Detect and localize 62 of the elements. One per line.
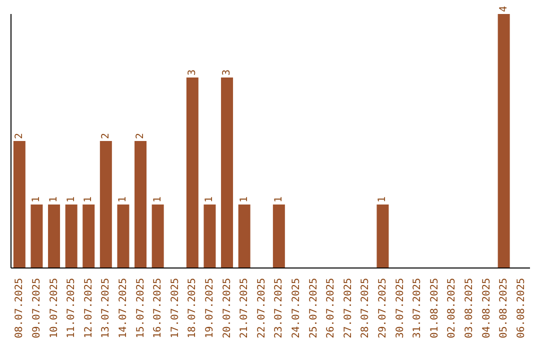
data-label: 1 [152, 196, 164, 202]
x-tick-label: 22.07.2025 [256, 278, 268, 338]
bar [117, 204, 130, 268]
x-tick-label: 13.07.2025 [100, 278, 112, 338]
x-tick-label: 01.08.2025 [429, 278, 440, 338]
data-label: 1 [118, 196, 129, 202]
x-tick-label: 02.08.2025 [446, 278, 458, 338]
data-label: 1 [31, 196, 42, 202]
x-tick-label: 18.07.2025 [187, 278, 198, 338]
bar [134, 141, 147, 268]
bar [48, 204, 60, 268]
bar [204, 204, 216, 268]
x-tick-label: 15.07.2025 [135, 278, 146, 338]
bar [152, 204, 164, 268]
x-tick-label: 08.07.2025 [14, 278, 26, 338]
bar [498, 14, 510, 268]
x-tick-label: 09.07.2025 [31, 278, 42, 338]
x-tick-label: 20.07.2025 [222, 278, 233, 338]
data-label: 1 [204, 196, 216, 202]
bar [30, 204, 43, 268]
x-tick-label: 03.08.2025 [464, 278, 475, 338]
x-tick-label: 30.07.2025 [394, 278, 406, 338]
x-tick-label: 27.07.2025 [342, 278, 354, 338]
bar [13, 141, 26, 268]
data-label: 2 [135, 132, 146, 139]
x-tick-label: 14.07.2025 [118, 278, 129, 338]
x-tick-label: 24.07.2025 [290, 278, 302, 338]
data-label: 2 [100, 132, 112, 139]
data-label: 1 [377, 196, 388, 202]
data-label: 1 [66, 196, 77, 202]
x-tick-label: 21.07.2025 [239, 278, 250, 338]
x-tick-label: 28.07.2025 [360, 278, 372, 338]
data-label: 1 [83, 196, 94, 202]
x-tick-label: 26.07.2025 [326, 278, 337, 338]
bar [221, 78, 234, 268]
x-tick-label: 29.07.2025 [377, 278, 388, 338]
x-tick-label: 23.07.2025 [274, 278, 285, 338]
x-tick-label: 10.07.2025 [48, 278, 60, 338]
bar [186, 78, 198, 268]
x-tick-label: 19.07.2025 [204, 278, 216, 338]
bar [376, 204, 389, 268]
bar [100, 141, 112, 268]
x-tick-label: 17.07.2025 [170, 278, 181, 338]
data-label: 1 [238, 196, 250, 202]
bar [272, 204, 285, 268]
x-tick-label: 05.08.2025 [498, 278, 510, 338]
data-label: 4 [498, 6, 510, 12]
bar [82, 204, 95, 268]
data-label: 3 [186, 69, 198, 76]
x-tick-label: 31.07.2025 [412, 278, 424, 338]
bar [65, 204, 78, 268]
x-tick-label: 04.08.2025 [481, 278, 492, 338]
x-tick-label: 12.07.2025 [83, 278, 94, 338]
data-label: 3 [222, 69, 233, 76]
bar [238, 204, 250, 268]
data-label: 1 [48, 196, 60, 202]
data-label: 1 [273, 196, 284, 202]
x-tick-label: 11.07.2025 [66, 278, 78, 338]
x-tick-label: 25.07.2025 [308, 278, 320, 338]
data-label: 2 [14, 132, 25, 139]
x-tick-label: 06.08.2025 [516, 278, 527, 338]
x-tick-label: 16.07.2025 [152, 278, 164, 338]
